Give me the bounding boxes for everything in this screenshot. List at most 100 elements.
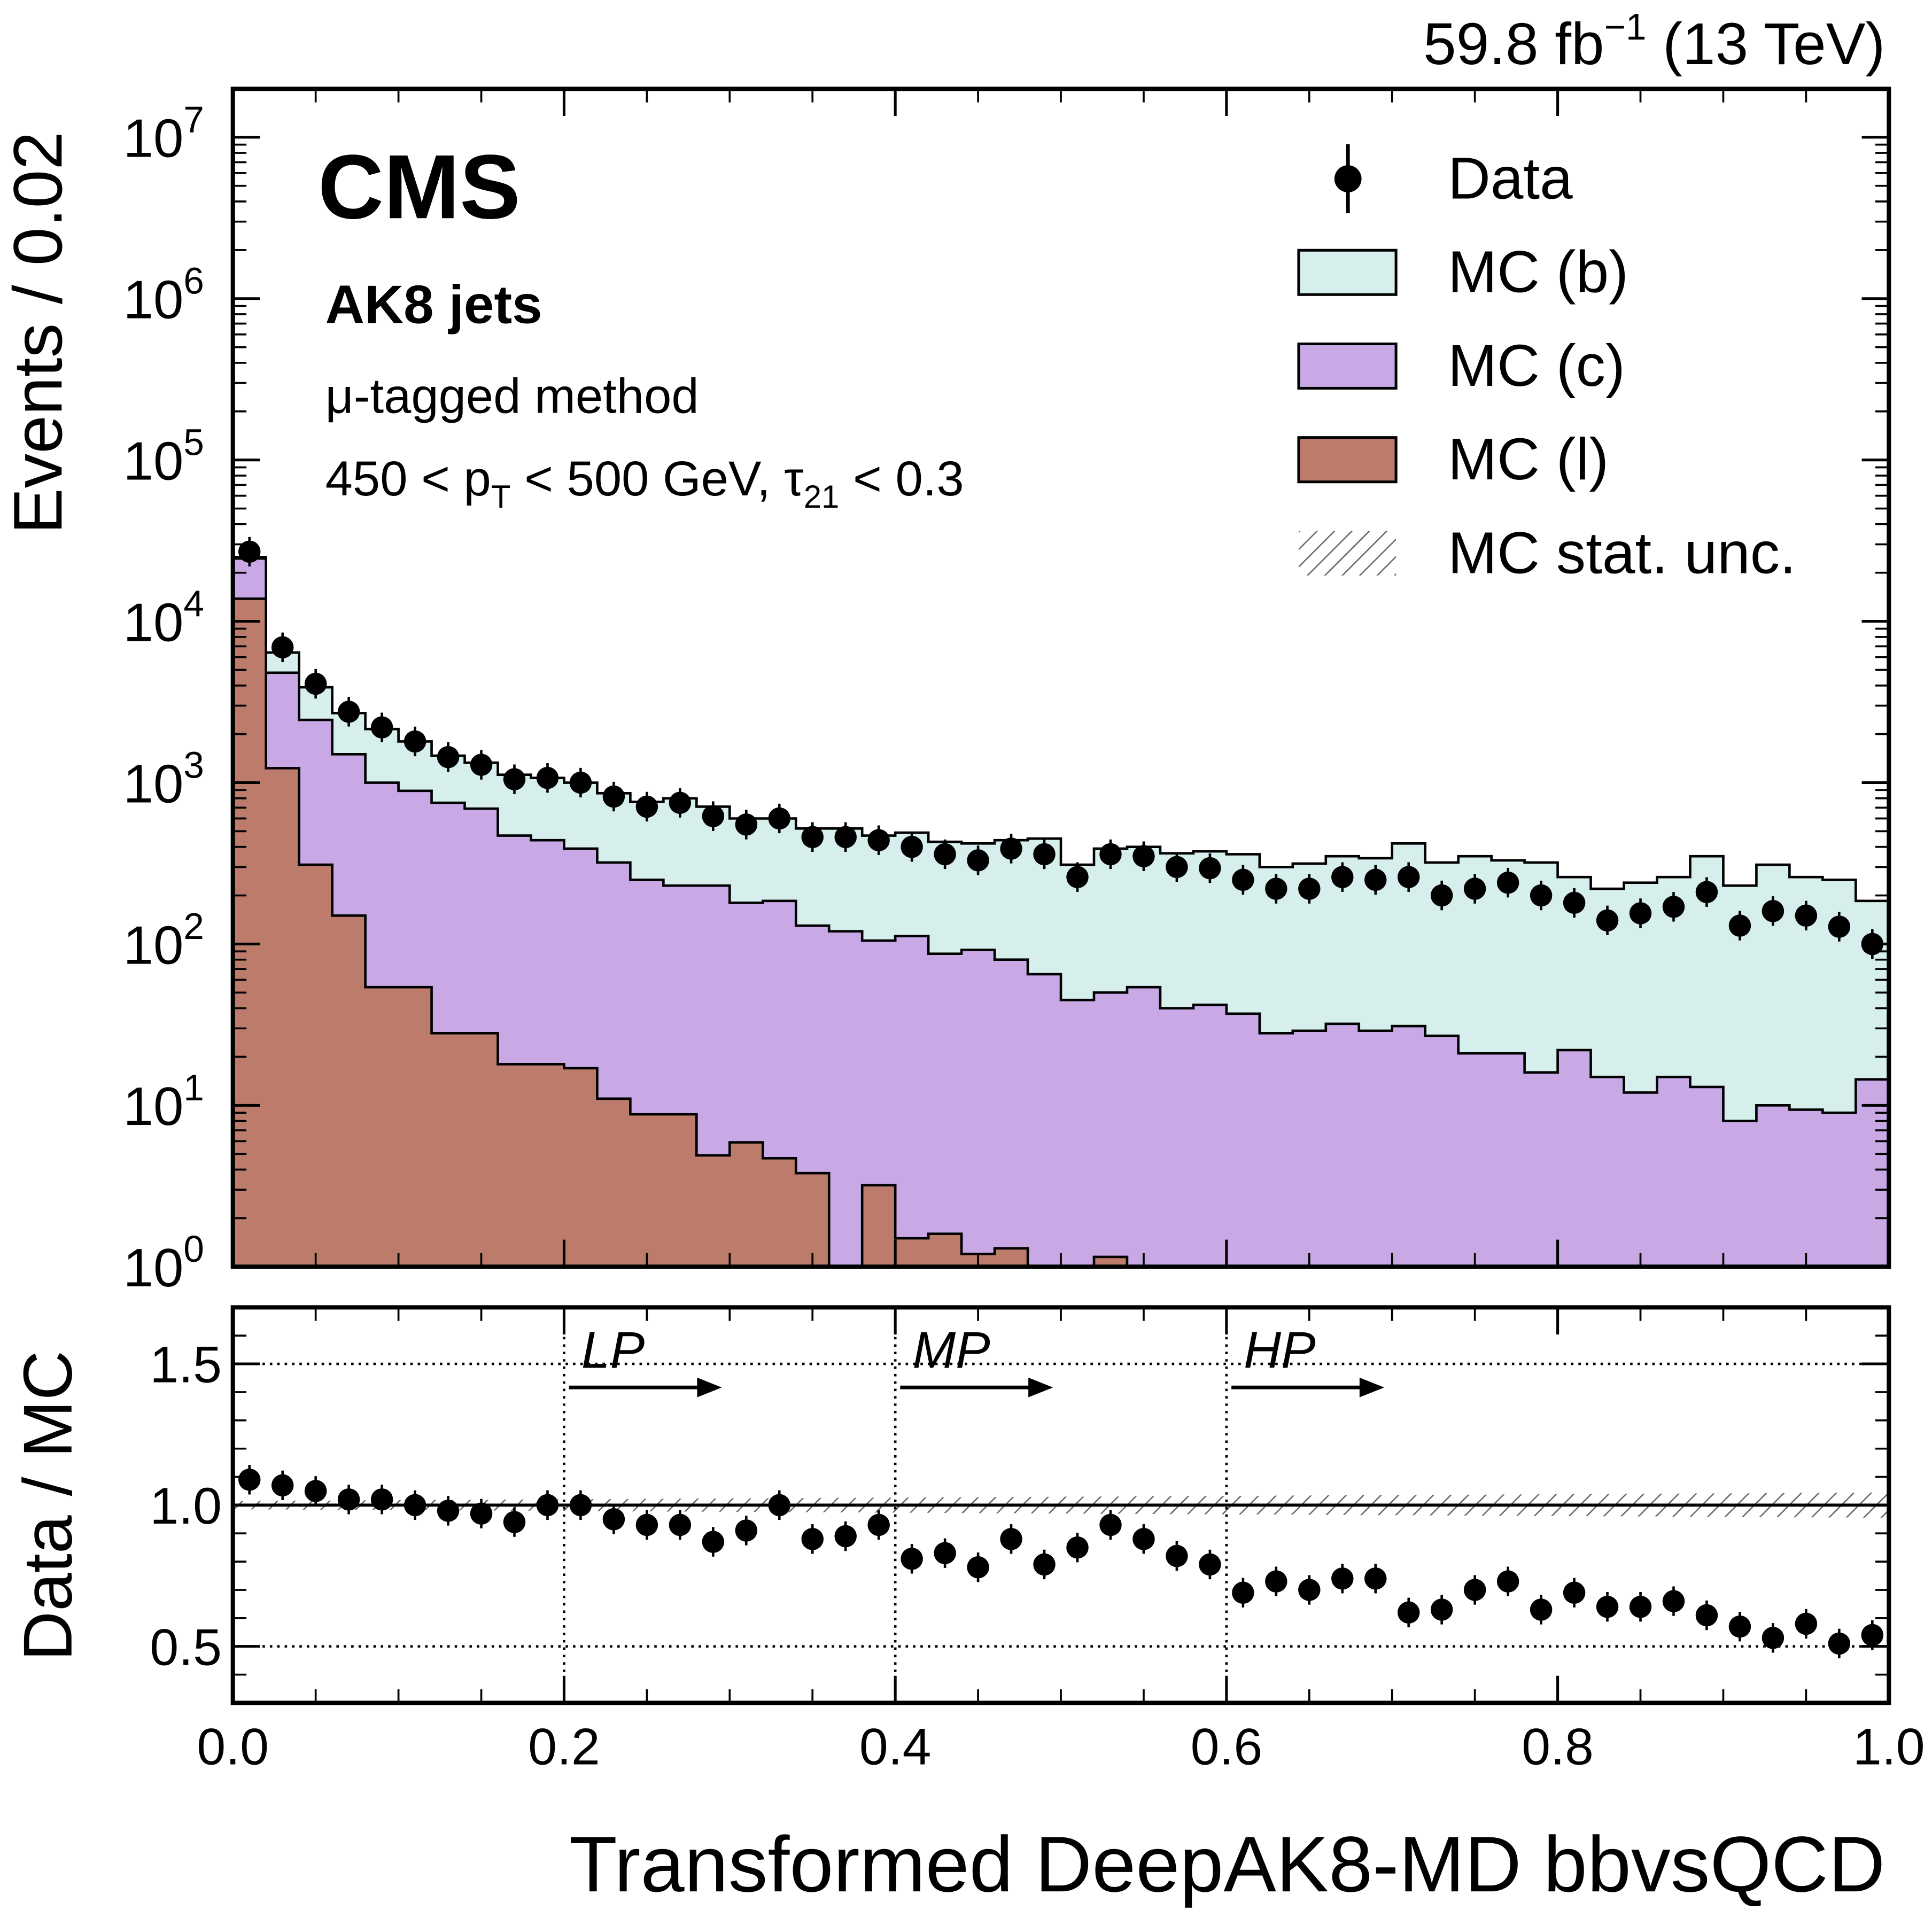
data-point: [934, 843, 956, 866]
data-point: [1430, 884, 1453, 907]
legend-label: MC (b): [1448, 239, 1628, 305]
ratio-point: [1166, 1544, 1188, 1567]
ratio-point: [1364, 1567, 1387, 1590]
data-point: [1861, 933, 1884, 956]
data-point: [1828, 915, 1851, 938]
ratio-point: [1298, 1579, 1321, 1601]
data-point: [404, 730, 426, 753]
ratio-point: [1132, 1528, 1155, 1550]
data-point: [669, 791, 692, 814]
data-point: [1496, 871, 1519, 894]
data-point: [437, 746, 460, 768]
y-tick-label: 105: [123, 421, 204, 491]
ratio-point: [1530, 1598, 1553, 1621]
data-point: [1298, 878, 1321, 900]
ratio-point: [1828, 1632, 1851, 1655]
data-point: [1463, 878, 1486, 900]
data-point: [1364, 868, 1387, 891]
data-point: [304, 672, 327, 695]
data-point: [635, 795, 658, 818]
lumi-exponent: −1: [1604, 6, 1647, 48]
data-point: [967, 849, 989, 872]
y-tick-base: 10: [123, 754, 184, 814]
ratio-point: [1795, 1612, 1818, 1635]
x-tick-label: 0.0: [197, 1718, 269, 1776]
y-tick-exponent: 2: [183, 905, 204, 947]
ratio-point: [1496, 1570, 1519, 1593]
ratio-point: [1563, 1581, 1586, 1604]
y-tick-base: 10: [123, 431, 184, 492]
y-tick-base: 10: [123, 108, 184, 169]
ratio-point: [801, 1528, 824, 1550]
y-tick-base: 10: [123, 592, 184, 653]
y-tick-base: 10: [123, 270, 184, 330]
data-point: [536, 766, 559, 789]
data-points: [238, 537, 1884, 1659]
lumi-value: 59.8 fb: [1423, 11, 1604, 77]
data-point: [1232, 868, 1254, 891]
legend-swatch: [1297, 249, 1398, 296]
data-point: [1563, 891, 1586, 914]
data-point: [238, 540, 261, 563]
ratio-point: [1695, 1604, 1718, 1627]
method-label: μ-tagged method: [325, 369, 699, 424]
energy-label: (13 TeV): [1663, 11, 1885, 77]
working-point-label-mp: MP: [912, 1321, 990, 1379]
data-point: [1033, 843, 1056, 866]
jets-label: AK8 jets: [325, 274, 542, 335]
ratio-tick-label: 1.0: [150, 1477, 222, 1535]
data-point: [1629, 902, 1652, 925]
ratio-point: [1033, 1553, 1056, 1576]
ratio-point: [370, 1488, 393, 1511]
ratio-point: [1728, 1615, 1751, 1638]
data-point: [867, 829, 890, 851]
legend-label: MC (c): [1448, 333, 1625, 399]
data-point: [1695, 881, 1718, 903]
ratio-point: [1762, 1627, 1784, 1649]
mc-l-histogram: [232, 597, 1129, 1267]
mc-stack: [232, 556, 1889, 1267]
data-point: [735, 813, 758, 836]
ratio-point: [1596, 1595, 1619, 1618]
ratio-point: [1861, 1624, 1884, 1647]
x-tick-label: 1.0: [1853, 1718, 1925, 1776]
ratio-point: [503, 1511, 526, 1533]
x-tick-label: 0.6: [1191, 1718, 1263, 1776]
ratio-point: [602, 1508, 625, 1531]
ratio-point: [934, 1542, 956, 1565]
ratio-point: [1265, 1570, 1287, 1593]
kin-text-b: < 500 GeV, τ: [510, 451, 803, 506]
legend-swatch: [1297, 436, 1398, 484]
data-point: [370, 716, 393, 739]
kinematics-label: 450 < pT < 500 GeV, τ21 < 0.3: [325, 451, 964, 515]
ratio-point: [1099, 1513, 1122, 1536]
data-point: [470, 754, 493, 776]
ratio-point: [1430, 1598, 1453, 1621]
legend-label: Data: [1448, 145, 1573, 211]
data-point: [1000, 837, 1022, 860]
data-point: [1265, 878, 1287, 900]
x-tick-label: 0.2: [528, 1718, 600, 1776]
legend-hatch-swatch: [1298, 531, 1396, 576]
ratio-point: [1662, 1590, 1685, 1612]
legend-label: MC stat. unc.: [1448, 520, 1796, 586]
data-point: [1397, 866, 1420, 888]
y-tick-label: 100: [123, 1228, 204, 1298]
ratio-point: [1066, 1536, 1089, 1559]
data-point: [1066, 866, 1089, 888]
y-tick-label: 106: [123, 260, 204, 330]
data-point: [602, 785, 625, 808]
working-point-label-lp: LP: [581, 1321, 645, 1379]
y-tick-label: 102: [123, 905, 204, 975]
ratio-point: [271, 1474, 294, 1497]
y-tick-exponent: 4: [183, 583, 204, 624]
ratio-point: [901, 1548, 923, 1570]
data-point: [1331, 866, 1354, 888]
data-point: [768, 807, 791, 830]
y-tick-exponent: 1: [183, 1067, 204, 1108]
ratio-point: [635, 1513, 658, 1536]
data-point: [1662, 896, 1685, 918]
kin-text-a: 450 < p: [325, 451, 491, 506]
